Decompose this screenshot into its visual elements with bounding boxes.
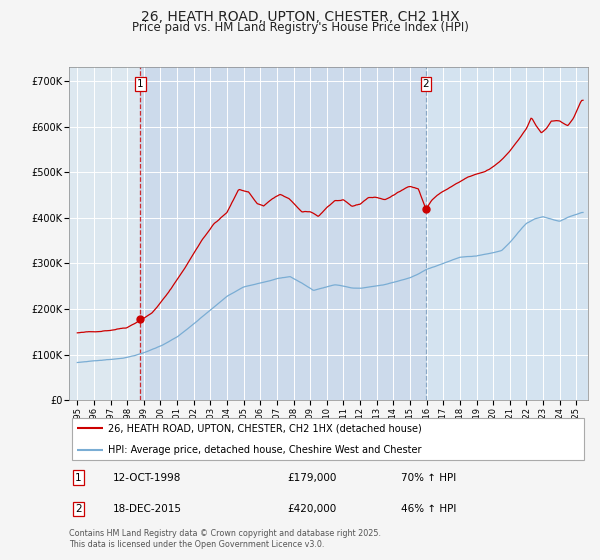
Text: 12-OCT-1998: 12-OCT-1998 xyxy=(113,473,181,483)
Text: 26, HEATH ROAD, UPTON, CHESTER, CH2 1HX (detached house): 26, HEATH ROAD, UPTON, CHESTER, CH2 1HX … xyxy=(108,423,422,433)
Text: Price paid vs. HM Land Registry's House Price Index (HPI): Price paid vs. HM Land Registry's House … xyxy=(131,21,469,34)
Text: £179,000: £179,000 xyxy=(287,473,337,483)
FancyBboxPatch shape xyxy=(71,418,584,460)
Bar xyxy=(140,67,426,400)
Text: 1: 1 xyxy=(75,473,82,483)
Text: £420,000: £420,000 xyxy=(287,504,336,514)
Text: 46% ↑ HPI: 46% ↑ HPI xyxy=(401,504,457,514)
Text: HPI: Average price, detached house, Cheshire West and Chester: HPI: Average price, detached house, Ches… xyxy=(108,445,421,455)
Text: 26, HEATH ROAD, UPTON, CHESTER, CH2 1HX: 26, HEATH ROAD, UPTON, CHESTER, CH2 1HX xyxy=(140,10,460,24)
Text: 70% ↑ HPI: 70% ↑ HPI xyxy=(401,473,457,483)
Text: 18-DEC-2015: 18-DEC-2015 xyxy=(113,504,182,514)
Text: 1: 1 xyxy=(137,79,143,89)
Text: 2: 2 xyxy=(422,79,429,89)
Text: 2: 2 xyxy=(75,504,82,514)
Bar xyxy=(69,67,140,400)
Bar xyxy=(426,67,588,400)
Text: Contains HM Land Registry data © Crown copyright and database right 2025.
This d: Contains HM Land Registry data © Crown c… xyxy=(69,529,381,549)
